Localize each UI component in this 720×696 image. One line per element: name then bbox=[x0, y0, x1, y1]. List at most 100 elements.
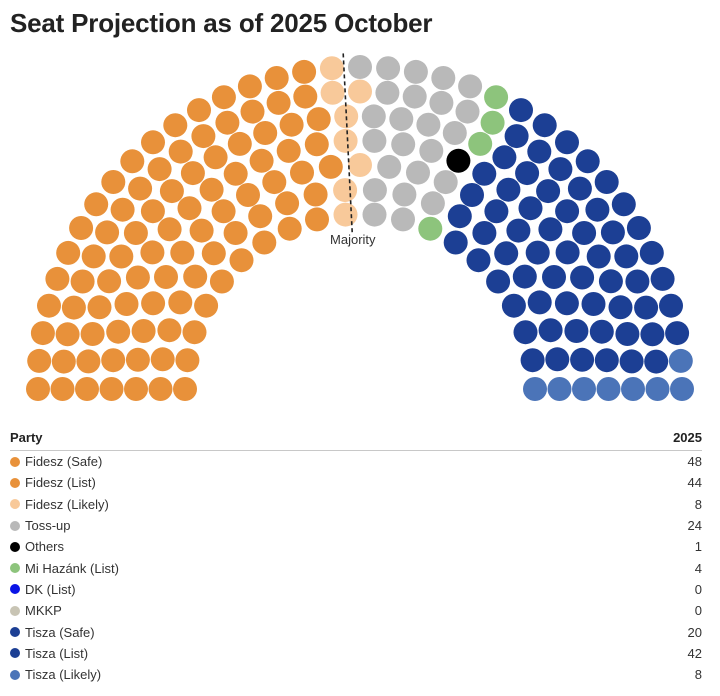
seat-toss-up bbox=[442, 121, 467, 145]
seat-fidesz-safe bbox=[182, 320, 207, 345]
party-name: Toss-up bbox=[25, 518, 71, 534]
seat-toss-up bbox=[420, 191, 445, 216]
seat-fidesz-list bbox=[128, 176, 153, 201]
seat-tisza-list bbox=[619, 349, 644, 374]
seat-fidesz-safe bbox=[61, 295, 86, 320]
seat-fidesz-safe bbox=[37, 293, 61, 318]
seat-fidesz-safe bbox=[125, 347, 150, 372]
seat-tisza-list bbox=[486, 269, 511, 294]
seat-fidesz-safe bbox=[70, 269, 95, 294]
legend-dot-tisza-safe bbox=[10, 627, 20, 638]
seat-fidesz-safe bbox=[69, 216, 94, 240]
seat-fidesz-list bbox=[168, 139, 193, 164]
seat-fidesz-list bbox=[277, 216, 302, 241]
seat-fidesz-list bbox=[276, 138, 301, 163]
seat-fidesz-likely bbox=[348, 79, 372, 104]
seat-fidesz-safe bbox=[148, 377, 173, 401]
seat-fidesz-safe bbox=[123, 221, 148, 245]
parliament-hemicycle: Majority bbox=[26, 51, 694, 401]
seat-fidesz-safe bbox=[30, 321, 55, 346]
value-column-header: 2025 bbox=[673, 430, 702, 445]
seat-tisza-safe bbox=[509, 98, 533, 123]
legend-dot-toss-up bbox=[10, 520, 20, 531]
party-column-header: Party bbox=[10, 430, 43, 445]
seat-fidesz-list bbox=[223, 161, 248, 186]
table-row: Mi Hazánk (List) 4 bbox=[10, 557, 702, 578]
party-name: Fidesz (Likely) bbox=[25, 496, 109, 512]
party-name: Tisza (Safe) bbox=[25, 624, 95, 640]
party-name: Tisza (List) bbox=[25, 645, 89, 661]
seat-tisza-list bbox=[494, 241, 519, 266]
seat-fidesz-list bbox=[215, 110, 240, 135]
seat-tisza-list bbox=[626, 216, 651, 240]
table-row: Tisza (Likely) 8 bbox=[10, 664, 702, 685]
seat-tisza-safe bbox=[527, 139, 552, 164]
seat-fidesz-safe bbox=[209, 269, 234, 294]
seat-fidesz-safe bbox=[87, 295, 112, 320]
seat-tisza-safe bbox=[504, 124, 529, 149]
seat-tisza-safe bbox=[447, 204, 472, 229]
seat-fidesz-list bbox=[229, 248, 254, 273]
seat-tisza-list bbox=[545, 347, 570, 372]
seat-tisza-list bbox=[659, 293, 683, 318]
party-name: DK (List) bbox=[25, 581, 76, 597]
seat-fidesz-safe bbox=[26, 377, 50, 401]
seat-count: 42 bbox=[687, 645, 702, 661]
seat-fidesz-safe bbox=[175, 348, 200, 373]
seat-fidesz-list bbox=[292, 59, 317, 84]
party-name: Tisza (Likely) bbox=[25, 667, 102, 683]
seat-fidesz-list bbox=[249, 148, 274, 173]
party-name: Fidesz (Safe) bbox=[25, 454, 103, 470]
seat-fidesz-safe bbox=[80, 322, 105, 346]
seat-tisza-list bbox=[520, 348, 545, 373]
seat-count: 0 bbox=[694, 603, 702, 619]
seat-fidesz-safe bbox=[45, 266, 70, 291]
seat-toss-up bbox=[391, 207, 415, 232]
party-name: MKKP bbox=[25, 603, 62, 619]
seat-tisza-list bbox=[555, 240, 580, 265]
table-body: Fidesz (Safe) 48 Fidesz (List) 44 Fidesz (Li… bbox=[10, 451, 702, 685]
seat-count: 20 bbox=[687, 624, 702, 640]
seat-tisza-list bbox=[538, 318, 563, 343]
seat-fidesz-list bbox=[177, 196, 202, 221]
seat-fidesz-list bbox=[189, 218, 214, 243]
party-name: Mi Hazánk (List) bbox=[25, 560, 119, 576]
seat-fidesz-list bbox=[237, 74, 262, 99]
legend-dot-tisza-likely bbox=[10, 669, 20, 680]
seat-fidesz-list bbox=[159, 179, 184, 204]
seat-tisza-list bbox=[542, 265, 566, 289]
seat-toss-up bbox=[433, 170, 458, 195]
seat-tisza-safe bbox=[492, 145, 517, 170]
seat-fidesz-safe bbox=[95, 220, 120, 245]
seat-mi-hazank-list bbox=[484, 85, 509, 110]
seat-tisza-likely bbox=[596, 377, 621, 401]
legend-dot-tisza-list bbox=[10, 648, 20, 659]
seat-tisza-list bbox=[665, 321, 690, 346]
seat-toss-up bbox=[403, 59, 428, 84]
seat-toss-up bbox=[362, 202, 387, 227]
seat-fidesz-safe bbox=[110, 197, 135, 222]
seat-tisza-list bbox=[554, 291, 579, 316]
seat-count: 4 bbox=[694, 560, 702, 576]
seat-tisza-list bbox=[585, 197, 610, 222]
legend-dot-others bbox=[10, 541, 20, 552]
seat-fidesz-likely bbox=[333, 178, 358, 203]
seat-fidesz-list bbox=[236, 183, 260, 207]
table-row: Fidesz (Safe) 48 bbox=[10, 451, 702, 472]
seat-tisza-list bbox=[570, 265, 595, 290]
seat-tisza-list bbox=[513, 320, 538, 345]
seat-tisza-list bbox=[615, 322, 640, 346]
seat-toss-up bbox=[391, 132, 416, 157]
majority-line bbox=[342, 51, 353, 233]
table-row: Toss-up 24 bbox=[10, 515, 702, 536]
seat-count: 24 bbox=[687, 518, 702, 534]
table-row: DK (List) 0 bbox=[10, 579, 702, 600]
seat-fidesz-list bbox=[248, 204, 273, 229]
seat-tisza-list bbox=[501, 293, 526, 318]
table-row: Fidesz (List) 44 bbox=[10, 472, 702, 493]
seat-fidesz-list bbox=[279, 112, 304, 137]
seat-fidesz-safe bbox=[173, 377, 197, 401]
seat-tisza-list bbox=[527, 290, 552, 315]
seat-fidesz-list bbox=[304, 132, 329, 157]
seat-fidesz-list bbox=[275, 191, 300, 216]
